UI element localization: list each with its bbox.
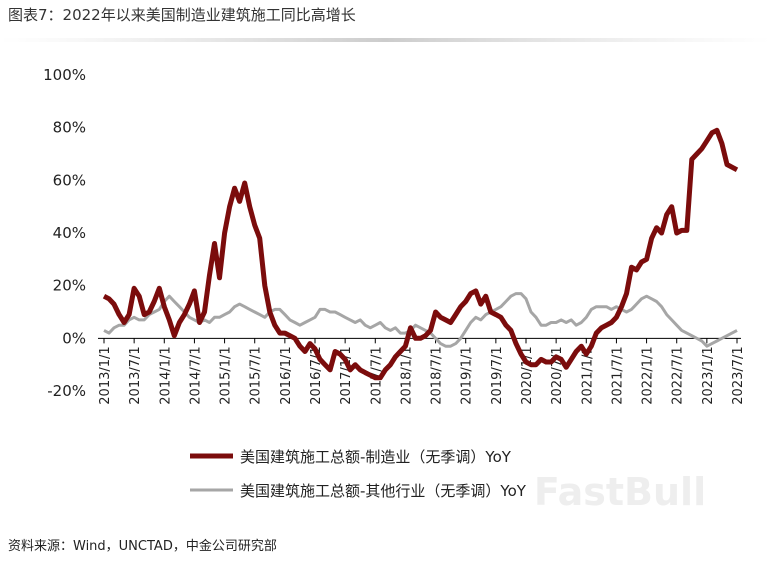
x-tick-label: 2016/1/1 [279, 346, 294, 404]
x-tick-label: 2021/7/1 [610, 346, 625, 404]
chart-title: 图表7：2022年以来美国制造业建筑施工同比高增长 [8, 6, 356, 24]
x-tick-label: 2021/1/1 [580, 346, 595, 404]
watermark: FastBull [534, 470, 706, 514]
x-tick-label: 2023/1/1 [701, 346, 716, 404]
series-line [103, 292, 738, 348]
x-tick-label: 2022/1/1 [641, 346, 656, 404]
x-tick-label: 2019/7/1 [490, 346, 505, 404]
x-tick-label: 2013/1/1 [98, 346, 113, 404]
x-tick-label: 2022/7/1 [671, 346, 686, 404]
y-tick-label: 60% [53, 171, 86, 189]
y-tick-label: 20% [53, 277, 86, 295]
y-tick-label: 100% [43, 66, 86, 84]
x-tick-label: 2014/7/1 [188, 346, 203, 404]
x-tick-label: 2023/7/1 [731, 346, 746, 404]
source-note: 资料来源：Wind，UNCTAD，中金公司研究部 [8, 538, 277, 554]
x-tick-label: 2019/1/1 [460, 346, 475, 404]
x-tick-label: 2015/7/1 [249, 346, 264, 404]
x-tick-label: 2013/7/1 [128, 346, 143, 404]
y-tick-label: 80% [53, 119, 86, 137]
x-tick-label: 2018/1/1 [399, 346, 414, 404]
y-tick-label: 40% [53, 224, 86, 242]
y-tick-label: 0% [62, 329, 86, 347]
y-tick-label: -20% [47, 382, 86, 400]
series-line [102, 127, 739, 381]
x-tick-label: 2015/1/1 [219, 346, 234, 404]
legend-label: 美国建筑施工总额-制造业（无季调）YoY [240, 448, 512, 466]
separator [0, 38, 771, 42]
x-tick-label: 2017/1/1 [339, 346, 354, 404]
x-tick-label: 2014/1/1 [158, 346, 173, 404]
legend-label: 美国建筑施工总额-其他行业（无季调）YoY [240, 482, 527, 500]
x-tick-label: 2018/7/1 [430, 346, 445, 404]
